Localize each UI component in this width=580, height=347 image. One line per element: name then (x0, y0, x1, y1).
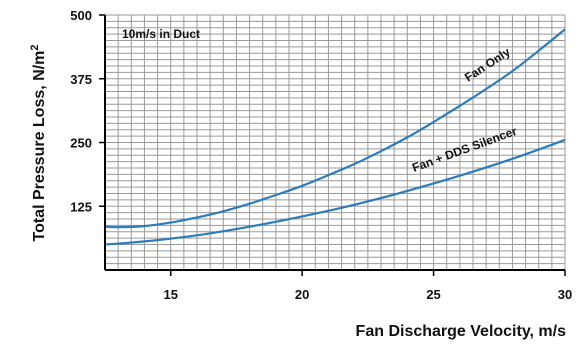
y-axis-title-main: Total Pressure Loss, N/m (31, 51, 48, 242)
y-tick-label: 125 (70, 199, 92, 214)
chart-ticks: 15 20 25 30 125 250 375 500 (70, 8, 572, 302)
y-axis-title-sup: 2 (29, 45, 41, 51)
y-axis-title: Total Pressure Loss, N/m2 (29, 45, 48, 242)
x-tick-label: 30 (558, 287, 572, 302)
x-axis-title: Fan Discharge Velocity, m/s (356, 323, 567, 340)
series-line-fan-dds-silencer (104, 138, 566, 246)
y-tick-label: 375 (70, 72, 92, 87)
y-tick-label: 500 (70, 8, 92, 23)
x-tick-label: 15 (163, 287, 177, 302)
series-line-fan-only (104, 28, 566, 229)
x-tick-label: 20 (295, 287, 309, 302)
chart-grid (104, 14, 566, 271)
y-tick-label: 250 (70, 136, 92, 151)
x-tick-label: 25 (426, 287, 440, 302)
annotation-duct-speed: 10m/s in Duct (122, 27, 200, 41)
chart-series (104, 28, 566, 246)
